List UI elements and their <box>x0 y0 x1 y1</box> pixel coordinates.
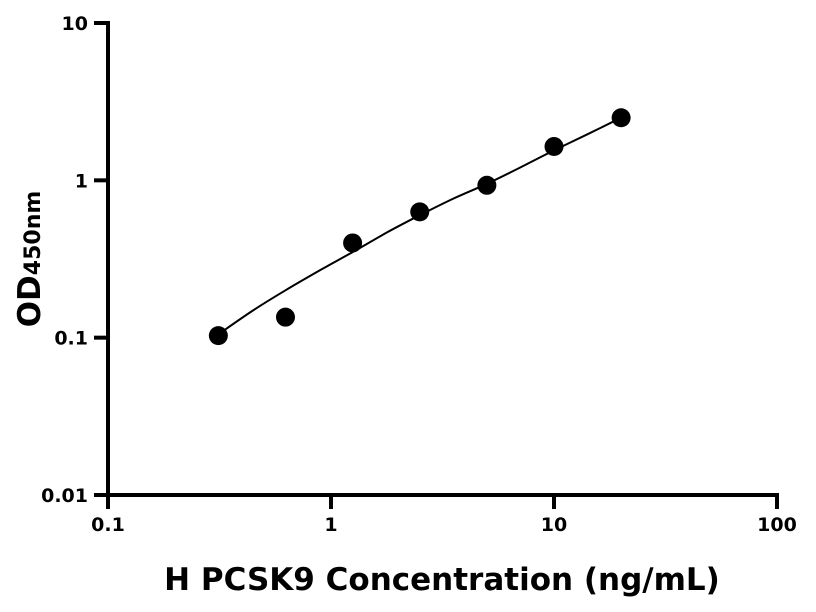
y-tick-label: 1 <box>75 170 88 192</box>
y-ticks: 0.01 0.1 1 10 <box>41 13 108 507</box>
y-tick-label: 0.01 <box>41 485 88 507</box>
data-point <box>208 326 228 346</box>
axes <box>106 21 779 497</box>
data-point <box>544 137 564 157</box>
x-tick-label: 10 <box>541 514 567 536</box>
data-point <box>477 175 497 195</box>
y-tick-label: 10 <box>62 13 88 35</box>
data-point <box>343 233 363 253</box>
y-tick-label: 0.1 <box>54 328 88 350</box>
x-tick-label: 0.1 <box>91 514 125 536</box>
x-axis-title: H PCSK9 Concentration (ng/mL) <box>164 562 720 598</box>
data-point <box>275 307 295 327</box>
x-tick-label: 100 <box>757 514 797 536</box>
x-tick-label: 1 <box>324 514 337 536</box>
y-axis-title-subscript: 450nm <box>21 191 46 276</box>
plot-area <box>208 108 631 346</box>
y-axis-title-main: OD <box>12 275 48 327</box>
data-point <box>611 108 631 128</box>
svg-text:OD450nm: OD450nm <box>12 191 48 328</box>
x-ticks: 0.1 1 10 100 <box>91 495 797 536</box>
y-axis-title: OD450nm <box>12 191 48 328</box>
data-point <box>410 202 430 222</box>
